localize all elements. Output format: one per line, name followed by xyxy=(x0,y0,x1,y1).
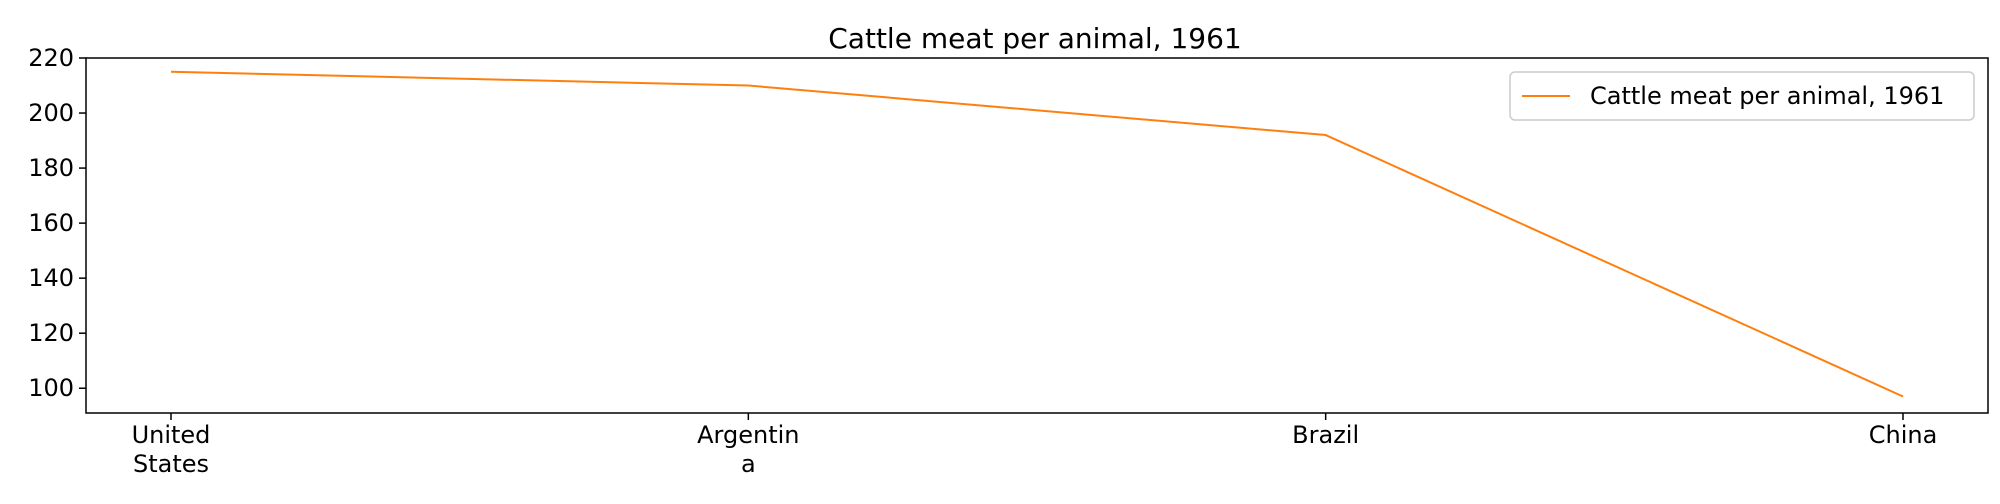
x-tick-label-line: a xyxy=(741,450,756,478)
x-tick-label: China xyxy=(1869,421,1938,449)
x-tick-label-line: United xyxy=(132,421,211,449)
y-tick-label: 220 xyxy=(28,44,74,72)
legend-label: Cattle meat per animal, 1961 xyxy=(1590,82,1944,110)
x-tick-label-line: China xyxy=(1869,421,1938,449)
y-tick-label: 200 xyxy=(28,99,74,127)
legend: Cattle meat per animal, 1961 xyxy=(1510,72,1974,120)
x-tick-label-line: States xyxy=(133,450,209,478)
y-tick-label: 160 xyxy=(28,209,74,237)
y-tick-label: 100 xyxy=(28,374,74,402)
y-tick-label: 140 xyxy=(28,264,74,292)
chart-title: Cattle meat per animal, 1961 xyxy=(828,22,1241,55)
x-tick-label-line: Brazil xyxy=(1292,421,1359,449)
y-tick-label: 180 xyxy=(28,154,74,182)
y-axis: 100 120 140 160 180 200 220 xyxy=(28,44,86,402)
y-tick-label: 120 xyxy=(28,319,74,347)
x-tick-label-line: Argentin xyxy=(697,421,799,449)
x-tick-label: Brazil xyxy=(1292,421,1359,449)
